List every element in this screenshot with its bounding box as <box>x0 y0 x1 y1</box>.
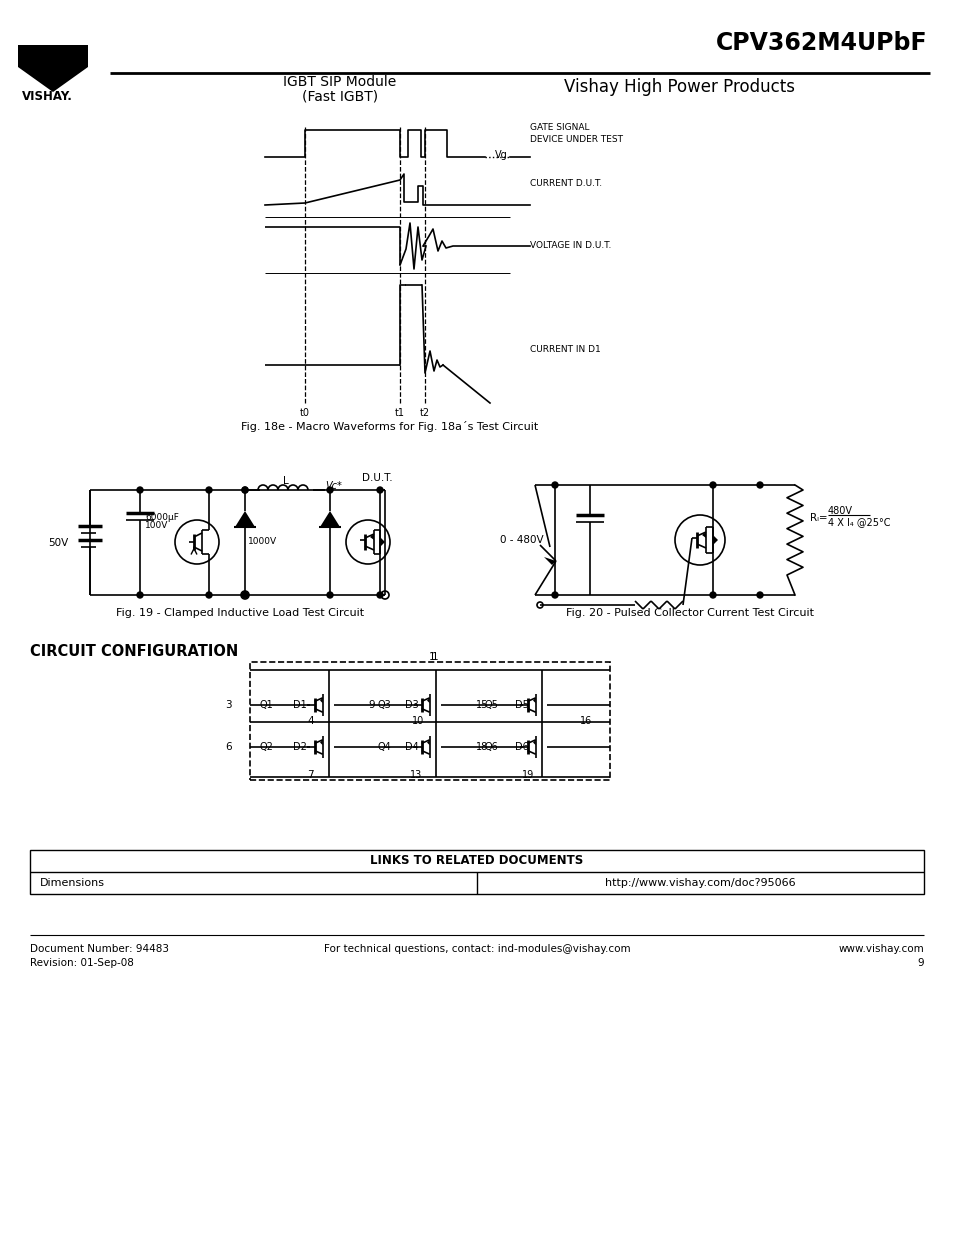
Circle shape <box>376 487 382 493</box>
Text: D4: D4 <box>405 742 418 752</box>
Circle shape <box>242 592 248 598</box>
Text: 6000μF: 6000μF <box>145 513 178 521</box>
Text: Fig. 20 - Pulsed Collector Current Test Circuit: Fig. 20 - Pulsed Collector Current Test … <box>565 608 813 618</box>
Text: 4: 4 <box>307 716 314 726</box>
Text: Document Number: 94483: Document Number: 94483 <box>30 944 169 953</box>
Circle shape <box>206 487 212 493</box>
Text: Fig. 18e - Macro Waveforms for Fig. 18a´s Test Circuit: Fig. 18e - Macro Waveforms for Fig. 18a´… <box>241 421 538 432</box>
Text: Q2: Q2 <box>260 742 274 752</box>
Circle shape <box>137 592 143 598</box>
Text: D1: D1 <box>293 700 307 710</box>
Text: GATE SIGNAL: GATE SIGNAL <box>530 124 589 132</box>
Text: t2: t2 <box>419 408 430 417</box>
Text: http://www.vishay.com/doc?95066: http://www.vishay.com/doc?95066 <box>604 878 795 888</box>
Polygon shape <box>533 698 536 703</box>
Text: Fig. 19 - Clamped Inductive Load Test Circuit: Fig. 19 - Clamped Inductive Load Test Ci… <box>116 608 364 618</box>
Text: 10: 10 <box>412 716 424 726</box>
Circle shape <box>242 487 248 493</box>
Circle shape <box>327 487 333 493</box>
Text: 50V: 50V <box>48 538 68 548</box>
Text: Q6: Q6 <box>484 742 498 752</box>
Circle shape <box>327 592 333 598</box>
Text: IGBT SIP Module: IGBT SIP Module <box>283 75 396 89</box>
Text: VOLTAGE IN D.U.T.: VOLTAGE IN D.U.T. <box>530 242 611 251</box>
Text: 19: 19 <box>521 769 534 781</box>
Text: Vishay High Power Products: Vishay High Power Products <box>564 78 795 96</box>
Text: www.vishay.com: www.vishay.com <box>838 944 923 953</box>
Text: 7: 7 <box>307 769 314 781</box>
Text: L: L <box>283 475 289 487</box>
Text: 9: 9 <box>917 958 923 968</box>
Text: t1: t1 <box>395 408 405 417</box>
Text: t0: t0 <box>299 408 310 417</box>
Bar <box>250 662 609 781</box>
Text: 480V: 480V <box>827 506 852 516</box>
Polygon shape <box>701 532 705 538</box>
Text: CPV362M4UPbF: CPV362M4UPbF <box>716 31 927 56</box>
Text: For technical questions, contact: ind-modules@vishay.com: For technical questions, contact: ind-mo… <box>323 944 630 953</box>
Polygon shape <box>234 511 254 527</box>
Text: 3: 3 <box>225 700 232 710</box>
Text: Revision: 01-Sep-08: Revision: 01-Sep-08 <box>30 958 133 968</box>
Text: CIRCUIT CONFIGURATION: CIRCUIT CONFIGURATION <box>30 645 238 659</box>
Text: LINKS TO RELATED DOCUMENTS: LINKS TO RELATED DOCUMENTS <box>370 855 583 867</box>
Text: Q4: Q4 <box>377 742 392 752</box>
Polygon shape <box>379 537 385 547</box>
Circle shape <box>709 592 716 598</box>
Text: 15: 15 <box>476 700 488 710</box>
Circle shape <box>757 482 762 488</box>
Bar <box>18 44 88 67</box>
Circle shape <box>552 482 558 488</box>
Text: Vg: Vg <box>495 149 507 161</box>
Polygon shape <box>18 67 88 91</box>
Text: Q5: Q5 <box>484 700 498 710</box>
Polygon shape <box>427 698 429 703</box>
Text: Dimensions: Dimensions <box>40 878 105 888</box>
Text: 13: 13 <box>410 769 422 781</box>
Circle shape <box>376 592 382 598</box>
Text: 4 X I₄ @25°C: 4 X I₄ @25°C <box>827 517 889 527</box>
Text: Vc*: Vc* <box>325 480 341 492</box>
Text: 100V: 100V <box>145 520 168 530</box>
Text: D6: D6 <box>515 742 528 752</box>
Text: D2: D2 <box>293 742 307 752</box>
Circle shape <box>709 482 716 488</box>
Text: D5: D5 <box>515 700 528 710</box>
Bar <box>30 850 923 894</box>
Polygon shape <box>712 535 718 545</box>
Text: 18: 18 <box>476 742 488 752</box>
Polygon shape <box>319 511 339 527</box>
Circle shape <box>757 592 762 598</box>
Polygon shape <box>427 740 429 745</box>
Polygon shape <box>543 557 556 564</box>
Text: D3: D3 <box>405 700 418 710</box>
Circle shape <box>552 592 558 598</box>
Polygon shape <box>319 698 322 703</box>
Text: 1: 1 <box>432 652 438 662</box>
Text: 0 - 480V: 0 - 480V <box>499 535 543 545</box>
Polygon shape <box>319 740 322 745</box>
Text: Rₗ=: Rₗ= <box>809 513 827 522</box>
Text: 1000V: 1000V <box>248 537 276 547</box>
Text: Q1: Q1 <box>260 700 274 710</box>
Text: Q3: Q3 <box>377 700 392 710</box>
Circle shape <box>137 487 143 493</box>
Text: 6: 6 <box>225 742 232 752</box>
Circle shape <box>242 487 248 493</box>
Text: 16: 16 <box>579 716 592 726</box>
Text: 1: 1 <box>428 652 435 662</box>
Text: CURRENT IN D1: CURRENT IN D1 <box>530 346 600 354</box>
Text: VISHAY.: VISHAY. <box>22 90 72 104</box>
Text: CURRENT D.U.T.: CURRENT D.U.T. <box>530 179 601 188</box>
Polygon shape <box>533 740 536 745</box>
Polygon shape <box>370 534 374 540</box>
Text: DEVICE UNDER TEST: DEVICE UNDER TEST <box>530 135 622 143</box>
Text: D.U.T.: D.U.T. <box>361 473 393 483</box>
Text: 9: 9 <box>368 700 375 710</box>
Text: (Fast IGBT): (Fast IGBT) <box>301 89 377 103</box>
Circle shape <box>206 592 212 598</box>
